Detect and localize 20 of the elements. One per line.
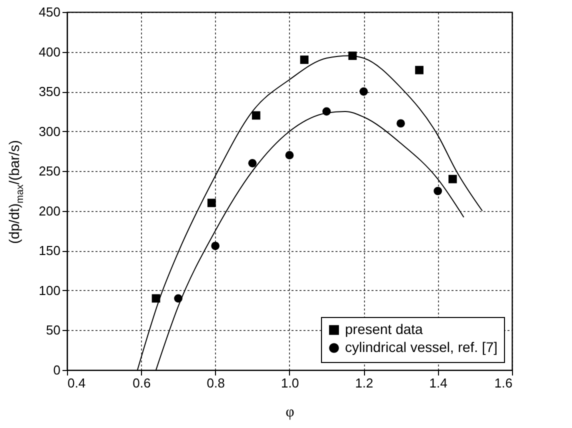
x-tick-label: 0.8 xyxy=(206,376,225,390)
x-tick-label: 1.0 xyxy=(280,376,300,390)
y-tick-label: 400 xyxy=(38,44,60,60)
x-tick-label: 1.4 xyxy=(429,376,448,390)
y-tick-label: 50 xyxy=(46,322,60,338)
y-tick-label: 0 xyxy=(53,362,60,378)
y-tick-label: 150 xyxy=(38,243,60,258)
x-tick-label: 1.6 xyxy=(494,376,512,390)
y-tick-label: 100 xyxy=(38,282,60,298)
legend-label: cylindrical vessel, ref. [7] xyxy=(345,339,498,355)
x-axis-title: φ xyxy=(286,404,295,420)
legend-label: present data xyxy=(345,321,424,337)
y-tick-label: 300 xyxy=(38,124,60,139)
y-tick-label: 350 xyxy=(38,84,60,100)
x-tick-label: 0.4 xyxy=(68,376,86,390)
y-tick-label: 200 xyxy=(38,203,60,218)
x-tick-label: 0.6 xyxy=(132,376,151,390)
y-tick-label: 250 xyxy=(38,164,60,179)
y-tick-label: 450 xyxy=(38,4,60,20)
x-tick-label: 1.2 xyxy=(355,376,374,390)
